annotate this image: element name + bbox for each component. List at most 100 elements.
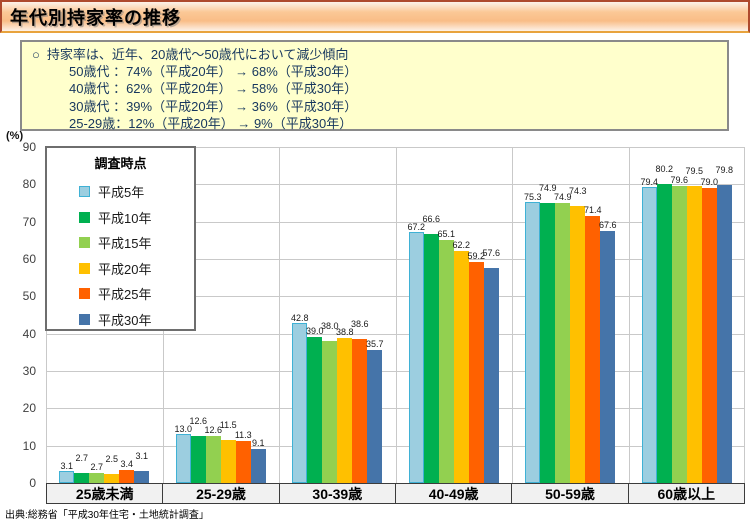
bar: 79.0 xyxy=(700,177,718,483)
legend-swatch-icon xyxy=(79,237,90,249)
bar-value-label: 3.4 xyxy=(120,459,134,469)
bar: 11.3 xyxy=(235,430,252,483)
legend-items: 平成5年平成10年平成15年平成20年平成25年平成30年 xyxy=(47,179,194,332)
legend-item: 平成15年 xyxy=(47,230,194,256)
y-tick-label: 20 xyxy=(22,401,36,415)
bar: 38.6 xyxy=(351,319,369,483)
bar-value-label: 38.6 xyxy=(350,319,369,329)
y-tick-label: 70 xyxy=(22,215,36,229)
bar: 79.8 xyxy=(715,165,733,483)
group-separator-line xyxy=(629,147,630,483)
y-tick-label: 60 xyxy=(22,252,36,266)
bar: 42.8 xyxy=(291,313,309,483)
bar: 13.0 xyxy=(174,424,192,483)
page-title: 年代別持家率の推移 xyxy=(10,7,181,28)
bar-value-label: 12.6 xyxy=(204,425,223,435)
bar: 3.1 xyxy=(134,451,150,483)
category-label: 30-39歳 xyxy=(278,484,395,503)
group-separator-line xyxy=(744,147,745,483)
gridline xyxy=(46,371,745,372)
bar-value-label: 79.0 xyxy=(700,177,719,187)
bar-value-label: 74.3 xyxy=(568,186,587,196)
bar-value-label: 67.2 xyxy=(407,222,426,232)
summary-line-40s: 40歳代 ：62%（平成20年） → 58%（平成30年） xyxy=(69,81,358,97)
bar-value-label: 11.3 xyxy=(234,430,252,440)
bar: 39.0 xyxy=(306,326,324,483)
y-tick-label: 40 xyxy=(22,327,36,341)
category-label: 50-59歳 xyxy=(511,484,627,503)
y-axis-unit-label: (%) xyxy=(6,130,24,142)
bar-value-label: 67.6 xyxy=(598,220,617,230)
bar: 2.7 xyxy=(74,453,90,483)
bar: 35.7 xyxy=(366,339,384,483)
category-label: 40-49歳 xyxy=(394,484,511,503)
legend-swatch-icon xyxy=(79,313,90,325)
bar: 12.6 xyxy=(189,416,207,483)
legend-item-label: 平成10年 xyxy=(98,210,152,226)
bar-value-label: 62.2 xyxy=(452,240,471,250)
legend-swatch-icon xyxy=(79,186,90,198)
legend-item-label: 平成30年 xyxy=(98,312,152,328)
bar-value-label: 80.2 xyxy=(655,164,674,174)
y-axis: 0 10 20 30 40 50 60 70 80 90 xyxy=(0,140,40,490)
bar-value-label: 59.2 xyxy=(467,251,486,261)
bar: 3.4 xyxy=(119,459,135,483)
bar-value-label: 2.7 xyxy=(75,453,89,463)
bar-group: 42.8 39.0 38.0 38.8 38.6 35.7 xyxy=(279,147,396,483)
y-tick-label: 10 xyxy=(22,439,36,453)
bar: 38.8 xyxy=(336,327,354,483)
legend-item: 平成30年 xyxy=(47,307,194,333)
bar-value-label: 11.5 xyxy=(219,420,237,430)
bar: 57.6 xyxy=(482,248,500,483)
bar: 11.5 xyxy=(220,420,237,483)
gridline xyxy=(46,296,745,297)
bar: 67.2 xyxy=(407,222,425,483)
group-separator-line xyxy=(279,147,280,483)
bar: 80.2 xyxy=(655,164,673,483)
gridline xyxy=(46,259,745,260)
bar: 79.6 xyxy=(670,175,688,483)
bar: 74.3 xyxy=(569,186,587,483)
legend-item-label: 平成20年 xyxy=(98,261,152,277)
bar-value-label: 75.3 xyxy=(523,192,542,202)
bar: 67.6 xyxy=(599,220,617,483)
legend-swatch-icon xyxy=(79,262,90,274)
chart-plot: 調査時点 平成5年 平成10年 平成15年 平成20年 平成25年 平成30年 3.1 2.… xyxy=(45,146,745,483)
y-tick-label: 90 xyxy=(22,140,36,154)
legend-item: 平成25年 xyxy=(47,281,194,307)
summary-line-30s: 30歳代 ：39%（平成20年） → 36%（平成30年） xyxy=(69,98,358,114)
bar-value-label: 2.7 xyxy=(90,462,104,472)
bar: 74.9 xyxy=(539,183,557,483)
bar-group: 3.1 2.7 2.7 2.5 3.4 3.1 xyxy=(46,147,163,483)
bar: 2.5 xyxy=(104,454,120,483)
category-label: 60歳以上 xyxy=(627,484,744,503)
bar-value-label: 39.0 xyxy=(305,326,324,336)
bar-value-label: 35.7 xyxy=(365,339,384,349)
bar: 38.0 xyxy=(321,321,339,483)
bar: 79.5 xyxy=(685,166,703,483)
bar-value-label: 13.0 xyxy=(174,424,193,434)
legend: 調査時点 平成5年平成10年平成15年平成20年平成25年平成30年 xyxy=(45,146,196,331)
legend-item-label: 平成5年 xyxy=(98,185,145,201)
category-label: 25歳未満 xyxy=(75,485,134,502)
bar: 9.1 xyxy=(250,438,266,483)
gridline xyxy=(46,408,745,409)
group-separator-line xyxy=(512,147,513,483)
bar-value-label: 42.8 xyxy=(290,313,309,323)
summary-line-25-29: 25-29歳：12%（平成20年） → 9%（平成30年） xyxy=(69,115,353,131)
bar: 3.1 xyxy=(59,461,75,483)
bar: 79.4 xyxy=(640,177,658,483)
summary-lead: ○ 持家率は、近年、20歳代～50歳代において減少傾向 xyxy=(32,46,717,63)
bar: 66.6 xyxy=(422,214,440,483)
legend-title: 調査時点 xyxy=(94,156,147,171)
group-separator-line xyxy=(396,147,397,483)
legend-swatch-icon xyxy=(79,288,90,300)
source-note: 出典:総務省「平成30年住宅・土地統計調査」 xyxy=(5,510,209,519)
bar-value-label: 2.5 xyxy=(105,454,119,464)
bar-group: 75.3 74.9 74.9 74.3 71.4 67.6 xyxy=(512,147,629,483)
y-tick-label: 50 xyxy=(22,289,36,303)
summary-box: ○ 持家率は、近年、20歳代～50歳代において減少傾向 50歳代 ：74%（平成2… xyxy=(20,40,729,131)
bar: 65.1 xyxy=(437,229,455,483)
bar: 71.4 xyxy=(584,205,602,483)
y-tick-label: 80 xyxy=(22,177,36,191)
